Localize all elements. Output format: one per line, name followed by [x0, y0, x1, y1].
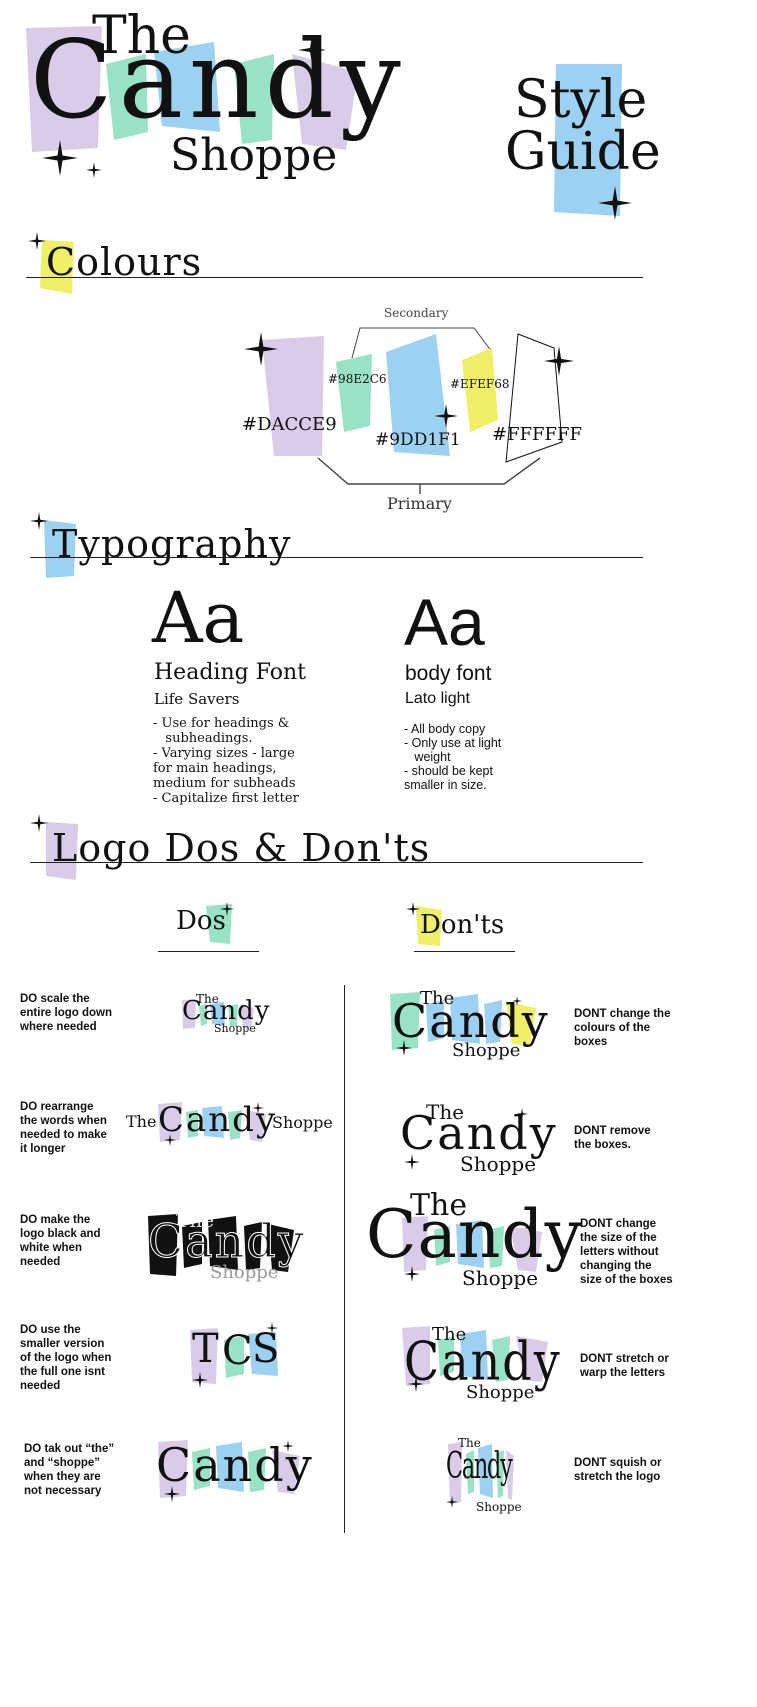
logo-shoppe: Shoppe	[170, 130, 338, 181]
divider	[158, 951, 259, 952]
note-line: subheadings.	[153, 731, 253, 746]
sparkle-icon	[244, 332, 278, 366]
sparkle-icon	[408, 1376, 424, 1392]
note-line: - Varying sizes - large	[153, 746, 295, 761]
hex-label: #98E2C6	[328, 372, 387, 386]
sparkle-icon	[524, 1222, 536, 1234]
note-line: weight	[404, 750, 451, 764]
dos-heading: Dos	[176, 906, 226, 936]
sparkle-icon	[446, 1496, 458, 1508]
divider	[30, 557, 643, 558]
body-font-label: body font	[405, 662, 492, 685]
dont-note-3: DONT change the size of the letters withou…	[580, 1218, 673, 1286]
logo-the: The	[92, 6, 191, 66]
body-font-name: Lato light	[405, 690, 470, 707]
sparkle-icon	[434, 404, 458, 428]
donts-heading: Don'ts	[420, 910, 505, 940]
guide-word: Guide	[505, 122, 661, 182]
style-word: Style	[514, 70, 648, 130]
note-line: - Only use at light	[404, 736, 502, 750]
sparkle-icon	[42, 140, 78, 176]
sparkle-icon	[164, 1486, 180, 1502]
sparkle-icon	[404, 1154, 420, 1170]
sparkle-icon	[544, 346, 574, 376]
do-note-1: DO scale the entire logo down where needed	[20, 993, 112, 1033]
heading-font-sample: Aa	[152, 577, 245, 659]
body-font-sample: Aa	[404, 585, 485, 659]
dont-note-2: DONT remove the boxes.	[574, 1125, 651, 1151]
sparkle-icon	[516, 1108, 528, 1120]
sparkle-icon	[598, 186, 632, 220]
note-line: - Capitalize first letter	[153, 791, 299, 806]
swatch-white	[505, 333, 563, 463]
swatch-blue	[386, 334, 450, 456]
note-line: for main headings,	[153, 761, 277, 776]
heading-font-notes: - Use for headings & subheadings. - Vary…	[153, 716, 299, 806]
sparkle-icon	[406, 902, 420, 916]
sparkle-icon	[30, 814, 48, 832]
colours-heading: Colours	[46, 240, 203, 284]
do-note-3: DO make the logo black and white when neede…	[20, 1214, 101, 1268]
sparkle-icon	[30, 512, 48, 530]
typography-heading: Typography	[52, 522, 292, 566]
note-line: - Use for headings &	[153, 716, 290, 731]
column-divider	[344, 985, 345, 1533]
swatch-mint	[336, 354, 372, 432]
note-line: smaller in size.	[404, 778, 487, 792]
dont-note-5: DONT squish or stretch the logo	[574, 1457, 662, 1483]
sparkle-icon	[252, 1102, 264, 1114]
sparkle-icon	[86, 162, 102, 178]
primary-label: Primary	[387, 494, 452, 513]
sparkle-icon	[266, 1322, 278, 1334]
swatch-yellow	[462, 348, 498, 432]
sparkle-icon	[192, 1372, 208, 1388]
note-line: medium for subheads	[153, 776, 296, 791]
sparkle-icon	[298, 36, 326, 64]
colour-swatches	[262, 327, 563, 494]
body-font-notes: - All body copy - Only use at light weig…	[404, 722, 501, 792]
sparkle-icon	[396, 1040, 412, 1056]
sparkle-icon	[404, 1266, 420, 1282]
divider	[26, 277, 643, 278]
note-line: - should be kept	[404, 764, 493, 778]
heading-font-name: Life Savers	[154, 690, 240, 708]
sparkle-icon	[512, 996, 522, 1006]
sparkle-icon	[164, 1134, 176, 1146]
logo-candy: Candy	[30, 18, 407, 143]
hex-label: #DACCE9	[242, 414, 337, 435]
dont-note-1: DONT change the colours of the boxes	[574, 1008, 671, 1048]
do-note-4: DO use the smaller version of the logo whe…	[20, 1324, 112, 1392]
secondary-label: Secondary	[384, 306, 449, 320]
heading-font-label: Heading Font	[154, 660, 307, 685]
logo-boxes	[26, 26, 358, 152]
hex-label: #9DD1F1	[375, 430, 461, 450]
hex-label: #FFFFFF	[492, 424, 583, 445]
logo-rules-heading: Logo Dos & Don'ts	[52, 826, 431, 870]
divider	[414, 951, 515, 952]
swatch-purple	[262, 336, 324, 456]
sparkle-icon	[282, 1440, 294, 1452]
note-line: - All body copy	[404, 722, 486, 736]
sparkle-icon	[28, 232, 46, 250]
do-note-2: DO rearrange the words when needed to make…	[20, 1101, 107, 1155]
divider	[30, 862, 643, 863]
do-note-5: DO tak out “the” and “shoppe” when they ar…	[24, 1443, 115, 1497]
hex-label: #EFEF68	[450, 377, 510, 391]
dont-note-4: DONT stretch or warp the letters	[580, 1353, 669, 1379]
